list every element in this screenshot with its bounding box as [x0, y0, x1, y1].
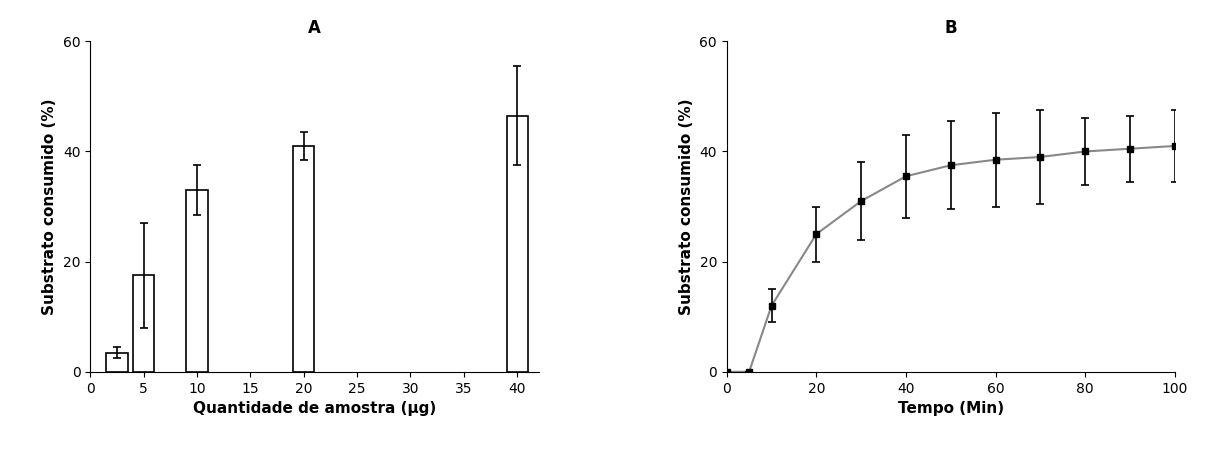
Bar [106, 353, 128, 372]
X-axis label: Quantidade de amostra (µg): Quantidade de amostra (µg) [193, 401, 436, 416]
Title: A: A [308, 19, 321, 37]
Bar [133, 275, 154, 372]
Title: B: B [945, 19, 957, 37]
Bar [187, 190, 207, 372]
Bar [506, 116, 528, 372]
Bar [293, 146, 315, 372]
X-axis label: Tempo (Min): Tempo (Min) [898, 401, 1004, 416]
Y-axis label: Substrato consumido (%): Substrato consumido (%) [42, 98, 58, 315]
Y-axis label: Substrato consumido (%): Substrato consumido (%) [678, 98, 694, 315]
